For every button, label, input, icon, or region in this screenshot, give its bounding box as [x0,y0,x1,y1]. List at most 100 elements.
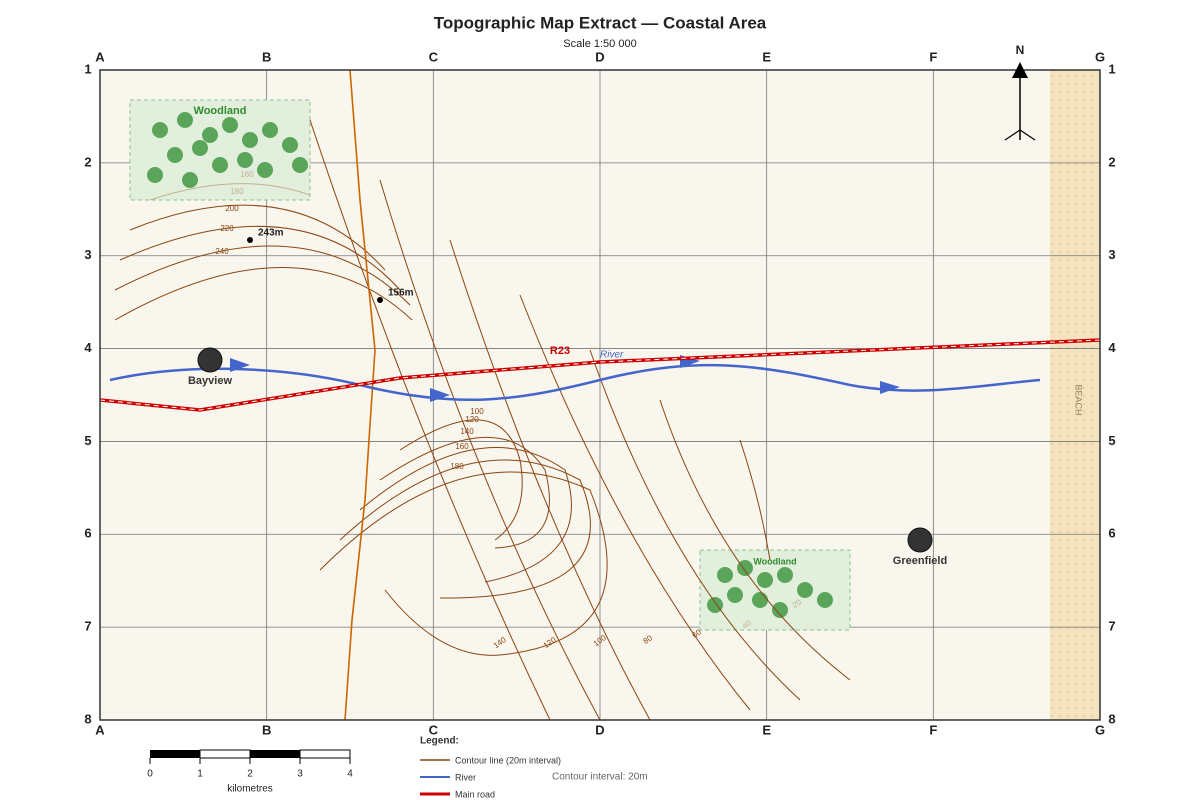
road-centre [99,339,1101,411]
tree [152,122,168,138]
grid-column-label: C [429,49,439,64]
contour-label: 160 [240,170,254,179]
tree [202,127,218,143]
contours [114,119,851,721]
grid-column-label: D [595,49,604,64]
grid-row-label: 7 [1108,619,1115,634]
grid-row-label: 4 [1108,340,1116,355]
river-arrow [230,358,250,372]
grid-row-label: 2 [84,154,91,169]
river-arrow [430,388,450,402]
grid-row-label: 3 [84,247,91,262]
tree [177,112,193,128]
scale-tick-label: 3 [297,769,303,780]
contour-line [359,447,572,583]
contour-label: 200 [225,204,239,213]
contour-line [114,267,413,321]
contour-line [119,225,401,291]
scale-tick-label: 4 [347,769,353,780]
grid-row-label: 1 [1108,61,1115,76]
contour-line [449,239,651,721]
grid-column-label: D [595,722,604,737]
contour-label: 120 [465,415,479,424]
contour-line [129,204,386,271]
grid-row-label: 8 [1108,711,1115,726]
contour-line [589,349,801,701]
north-label: N [1016,43,1025,57]
tree [817,592,833,608]
legend-item: Contour line (20m interval) [455,755,561,765]
track [344,69,376,721]
tree [212,157,228,173]
tree [777,567,793,583]
tree [797,582,813,598]
tree [757,572,773,588]
tree [707,597,723,613]
legend-item: Main road [455,789,495,799]
grid-row-label: 1 [84,61,91,76]
tree [222,117,238,133]
scale-tick-label: 1 [197,769,203,780]
grid-column-label: B [262,722,271,737]
scale-tick-label: 2 [247,769,253,780]
spot-height [247,237,253,243]
tree [167,147,183,163]
grid-row-label: 5 [84,433,91,448]
legend-item: River [455,772,476,782]
grid-column-label: F [929,722,937,737]
tree [737,560,753,576]
grid-column-label: A [95,722,105,737]
contour-label: 180 [450,462,464,471]
grid-row-label: 2 [1108,154,1115,169]
grid-column-label: F [929,49,937,64]
contour-line [319,471,608,656]
contour-label: 240 [215,247,229,256]
contour-line [149,183,311,201]
settlement [197,347,223,373]
tree [262,122,278,138]
spot-height [377,297,383,303]
spot-height-label: 156m [388,288,414,299]
north-arrow-head [1012,62,1028,78]
contour-line [399,419,523,541]
beach-label: BEACH [1074,384,1084,415]
place-label: Greenfield [893,555,947,567]
scale-unit: kilometres [227,784,273,795]
grid-column-label: E [762,49,771,64]
scale-bar: kilometres 0 1 2 3 4 [147,749,353,795]
contour-label: 100 [470,407,484,416]
scale-tick-label: 0 [147,769,153,780]
contour-line [114,245,411,306]
contour-line [739,439,771,561]
grid-row-label: 5 [1108,433,1115,448]
woodland-area [129,99,311,201]
settlement [907,527,933,553]
contour-line [339,459,591,599]
contour-line [379,436,550,549]
grid-row-label: 4 [84,340,92,355]
grid-row-label: 8 [84,711,91,726]
contour-line [659,399,851,681]
contour-label: 180 [230,187,244,196]
tree [727,587,743,603]
grid-row-label: 6 [84,526,91,541]
tree [282,137,298,153]
tree [147,167,163,183]
tree [752,592,768,608]
grid-column-label: G [1095,49,1105,64]
map-title: Topographic Map Extract — Coastal Area [434,13,767,32]
woodland-label: Woodland [753,556,796,566]
scale-segment [150,750,200,758]
grid-column-label: E [762,722,771,737]
north-arrow-tail [1004,129,1036,141]
contour-label: 160 [455,442,469,451]
river [109,363,1041,402]
tree [292,157,308,173]
contour-line [519,294,751,711]
contour-label: 140 [460,427,474,436]
tree [717,567,733,583]
woodland-area [699,549,851,631]
road-label: R23 [550,345,570,357]
tree [192,140,208,156]
